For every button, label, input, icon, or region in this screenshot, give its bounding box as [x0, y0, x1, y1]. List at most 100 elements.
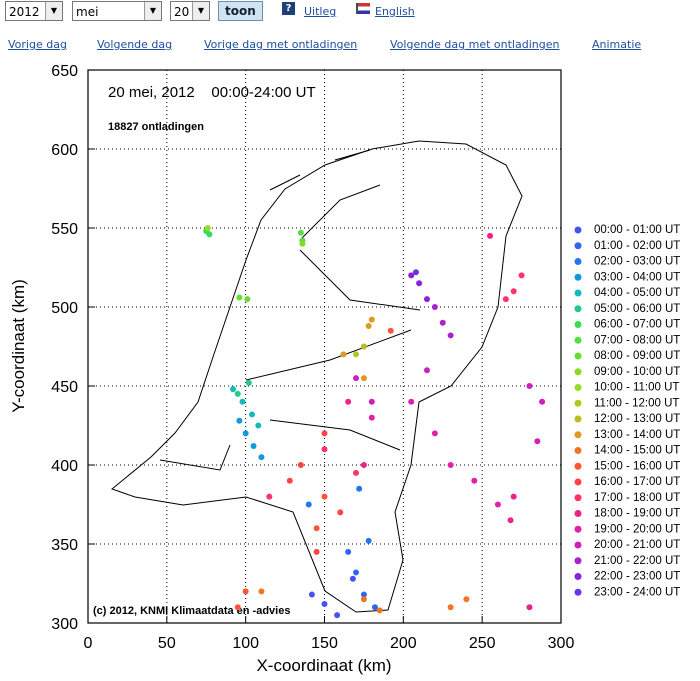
y-tick-label: 350 — [51, 537, 78, 554]
point — [250, 443, 257, 450]
point — [234, 390, 241, 397]
x-tick-label: 250 — [469, 635, 496, 652]
legend-marker — [574, 399, 582, 407]
point — [204, 225, 211, 231]
x-tick-label: 300 — [548, 635, 575, 652]
point — [248, 411, 255, 418]
point — [447, 604, 454, 611]
point — [340, 351, 347, 358]
legend-marker — [574, 242, 582, 250]
nav-link[interactable]: Vorige dag met ontladingen — [204, 38, 358, 51]
x-axis-label: X-coordinaat (km) — [256, 656, 391, 675]
legend-marker — [574, 368, 582, 376]
legend-marker — [574, 447, 582, 454]
point — [236, 417, 243, 424]
point — [242, 588, 249, 595]
point — [518, 272, 525, 279]
point — [439, 319, 446, 326]
x-tick-label: 0 — [84, 635, 93, 652]
legend-marker — [574, 510, 582, 517]
show-button[interactable]: toon — [218, 1, 263, 21]
point — [507, 517, 514, 524]
point — [376, 607, 383, 614]
chart-subtitle: 18827 ontladingen — [108, 121, 204, 133]
point — [360, 343, 367, 350]
legend-label: 21:00 - 22:00 UT — [594, 555, 680, 567]
year-select[interactable]: 2012 ▼ — [5, 1, 63, 21]
chart-title: 20 mei, 2012 00:00-24:00 UT — [108, 84, 316, 101]
point — [258, 454, 265, 461]
legend-marker — [574, 478, 582, 486]
point — [299, 240, 306, 247]
legend-marker — [574, 336, 582, 344]
point — [371, 604, 378, 611]
point — [534, 438, 541, 445]
legend-label: 20:00 - 21:00 UT — [594, 539, 680, 551]
legend-label: 17:00 - 18:00 UT — [594, 492, 680, 504]
language-link[interactable]: English — [375, 5, 415, 18]
point — [345, 398, 352, 405]
legend-label: 18:00 - 19:00 UT — [594, 508, 680, 520]
point — [266, 493, 273, 500]
point — [412, 269, 419, 276]
legend-label: 15:00 - 16:00 UT — [594, 460, 680, 472]
point — [236, 294, 243, 301]
point — [258, 588, 265, 595]
point — [431, 304, 438, 310]
month-select[interactable]: mei ▼ — [72, 1, 162, 21]
legend-label: 13:00 - 14:00 UT — [594, 429, 680, 441]
point — [337, 509, 344, 516]
point — [526, 383, 533, 389]
point — [286, 477, 293, 484]
point — [539, 398, 546, 405]
legend-label: 06:00 - 07:00 UT — [594, 319, 680, 331]
x-tick-label: 200 — [390, 635, 417, 652]
flag-icon — [356, 3, 370, 14]
point — [353, 375, 360, 382]
legend-label: 03:00 - 04:00 UT — [594, 271, 680, 283]
day-value: 20 — [174, 5, 190, 19]
y-tick-label: 500 — [51, 300, 78, 317]
point — [353, 469, 360, 476]
legend-marker — [574, 462, 582, 470]
legend-marker — [574, 541, 582, 549]
legend-label: 11:00 - 12:00 UT — [594, 397, 679, 409]
point — [313, 525, 320, 532]
nav-link[interactable]: Volgende dag met ontladingen — [390, 38, 560, 51]
legend-label: 10:00 - 11:00 UT — [594, 382, 679, 394]
legend-marker — [574, 273, 582, 281]
point — [245, 379, 252, 386]
legend-label: 04:00 - 05:00 UT — [594, 287, 680, 299]
nav-link[interactable]: Volgende dag — [97, 38, 173, 51]
legend-label: 08:00 - 09:00 UT — [594, 350, 680, 362]
legend-marker — [574, 384, 582, 391]
point — [510, 288, 517, 295]
point — [360, 375, 367, 382]
day-select[interactable]: 20 ▼ — [170, 1, 210, 21]
point — [244, 296, 251, 303]
point — [206, 231, 213, 238]
point — [230, 386, 237, 393]
point — [387, 327, 394, 334]
point — [416, 280, 423, 287]
y-tick-label: 300 — [51, 616, 78, 633]
legend-marker — [574, 431, 582, 439]
help-link[interactable]: Uitleg — [304, 5, 337, 18]
nav-link[interactable]: Animatie — [592, 38, 642, 51]
point — [360, 462, 367, 468]
point — [423, 367, 430, 374]
legend-label: 07:00 - 08:00 UT — [594, 334, 680, 346]
point — [313, 548, 320, 555]
credit: (c) 2012, KNMI Klimaatdata en -advies — [93, 605, 290, 617]
legend-marker — [574, 588, 582, 596]
nav-link[interactable]: Vorige dag — [8, 38, 67, 51]
legend-marker — [574, 494, 582, 502]
point — [321, 601, 328, 608]
point — [334, 612, 341, 619]
point — [471, 477, 478, 484]
legend-label: 02:00 - 03:00 UT — [594, 256, 680, 268]
point — [321, 430, 328, 437]
legend-marker — [574, 321, 582, 328]
y-tick-label: 600 — [51, 142, 78, 159]
